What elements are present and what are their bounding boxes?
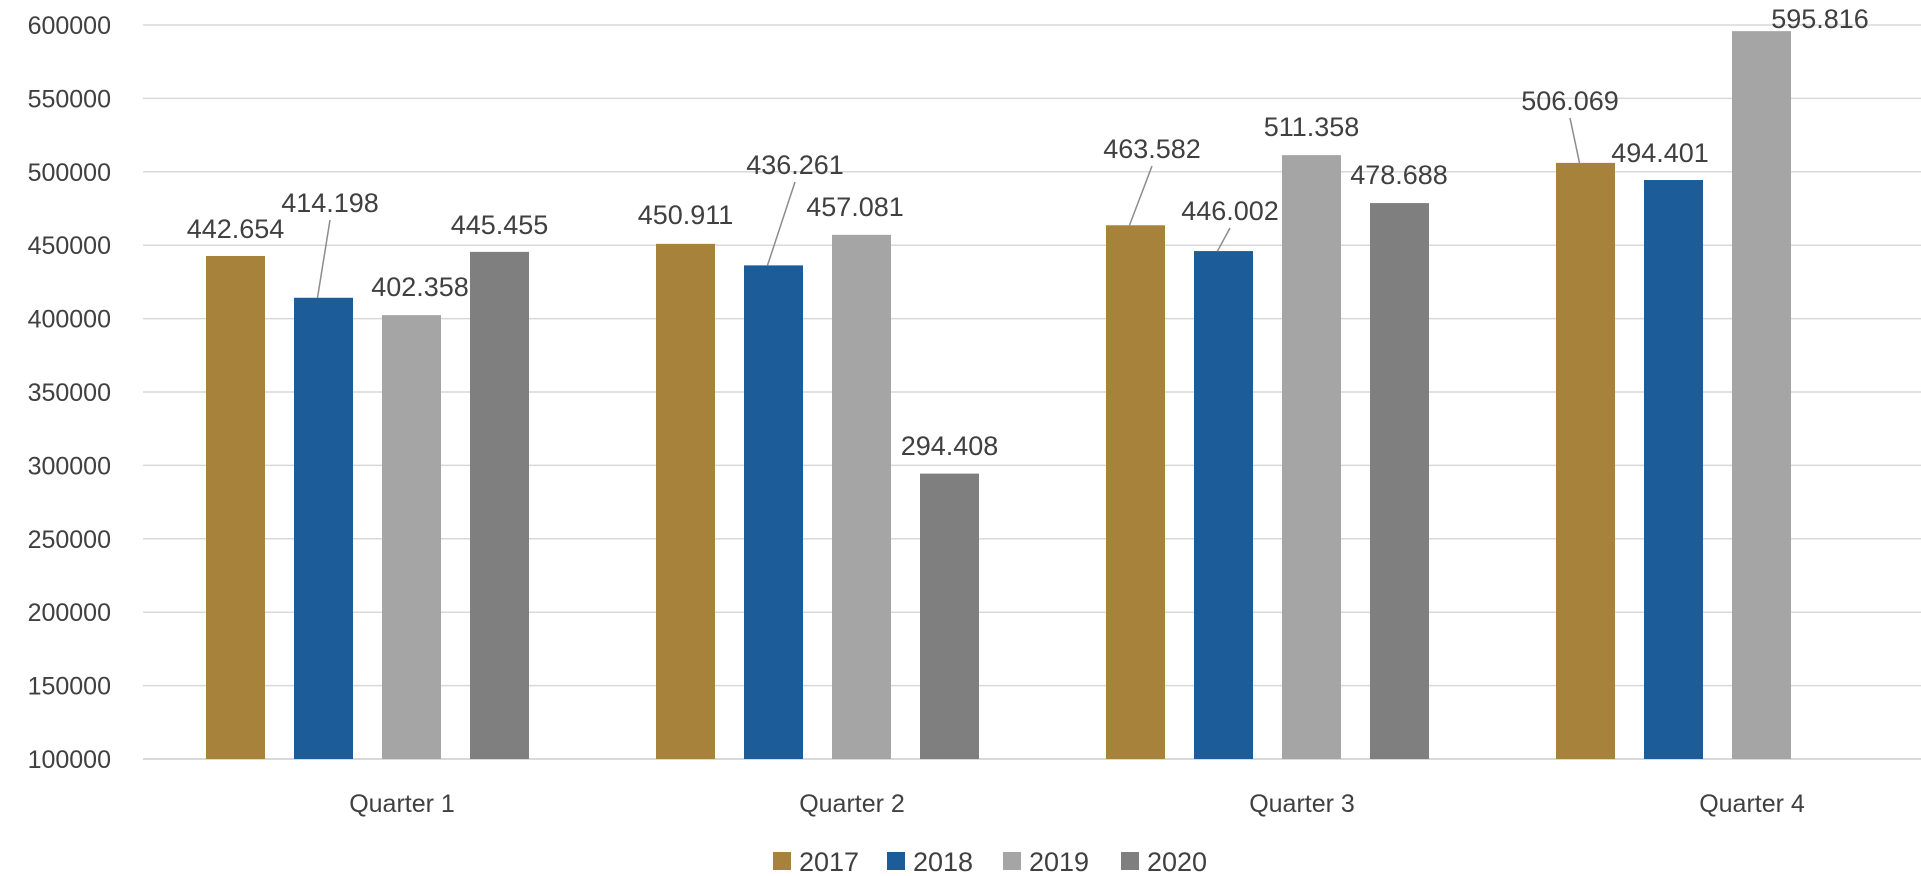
bar-2020-q1 — [470, 251, 529, 759]
legend-swatch-2017 — [773, 852, 791, 870]
bar-2017-q3 — [1106, 225, 1165, 760]
bar-2019-q3 — [1282, 155, 1341, 759]
data-label-2017-q4: 506.069 — [1521, 86, 1619, 116]
bar-2018-q2 — [744, 265, 803, 759]
category-label: Quarter 2 — [799, 790, 905, 818]
y-axis: 100000 150000 200000 250000 300000 350000 4000… — [28, 12, 111, 774]
bar-2017-q1 — [206, 255, 265, 759]
legend-swatch-2020 — [1121, 852, 1139, 870]
bar-2019-q2 — [832, 234, 891, 759]
category-label: Quarter 4 — [1699, 790, 1805, 818]
leader-line-2018-q1 — [316, 219, 331, 298]
data-label-2017-q2: 450.911 — [638, 200, 734, 230]
bar-2020-q3 — [1370, 203, 1429, 760]
legend-swatch-2019 — [1003, 852, 1021, 870]
data-label-2017-q3: 463.582 — [1103, 134, 1201, 164]
x-axis: Quarter 1 Quarter 2 Quarter 3 Quarter 4 — [349, 790, 1805, 818]
label-leader-lines — [316, 117, 1581, 298]
data-label-2019-q3: 511.358 — [1264, 112, 1360, 142]
y-tick-label: 200000 — [28, 599, 111, 627]
y-tick-label: 350000 — [28, 379, 111, 407]
bar-2017-q4 — [1556, 162, 1615, 760]
data-label-2020-q2: 294.408 — [901, 431, 999, 461]
data-label-2020-q3: 478.688 — [1350, 160, 1448, 190]
legend-label-2019: 2019 — [1029, 847, 1089, 876]
category-label: Quarter 1 — [349, 790, 455, 818]
legend-swatch-2018 — [887, 852, 905, 870]
leader-line-2018-q2 — [766, 181, 796, 266]
data-label-2018-q3: 446.002 — [1181, 196, 1279, 226]
data-label-2017-q1: 442.654 — [187, 214, 285, 244]
legend: 2017 2018 2019 2020 — [773, 847, 1207, 876]
legend-label-2020: 2020 — [1147, 847, 1207, 876]
legend-label-2017: 2017 — [799, 847, 859, 876]
legend-label-2018: 2018 — [913, 847, 973, 876]
y-tick-label: 500000 — [28, 159, 111, 187]
data-label-2019-q4: 595.816 — [1771, 4, 1869, 34]
data-label-2018-q4: 494.401 — [1611, 138, 1709, 168]
data-label-2018-q1: 414.198 — [281, 188, 379, 218]
data-label-2019-q2: 457.081 — [806, 192, 904, 222]
leader-line-2017-q4 — [1569, 117, 1581, 164]
category-label: Quarter 3 — [1249, 790, 1355, 818]
y-tick-label: 600000 — [28, 12, 111, 40]
bar-2018-q3 — [1194, 251, 1253, 759]
y-tick-label: 250000 — [28, 526, 111, 554]
y-tick-label: 400000 — [28, 306, 111, 334]
data-label-2019-q1: 402.358 — [371, 272, 469, 302]
y-tick-label: 100000 — [28, 746, 111, 774]
bar-2018-q1 — [294, 297, 353, 759]
data-label-2020-q1: 445.455 — [451, 210, 549, 240]
y-tick-label: 150000 — [28, 673, 111, 701]
bar-2017-q2 — [656, 243, 715, 759]
bar-2020-q2 — [920, 473, 979, 759]
bar-2018-q4 — [1644, 180, 1703, 759]
bar-2019-q4 — [1732, 31, 1791, 760]
y-tick-label: 450000 — [28, 232, 111, 260]
bars — [206, 31, 1791, 760]
y-tick-label: 300000 — [28, 452, 111, 480]
leader-line-2018-q3 — [1216, 227, 1231, 252]
leader-line-2017-q3 — [1128, 165, 1153, 226]
y-tick-label: 550000 — [28, 85, 111, 113]
bar-2019-q1 — [382, 315, 441, 759]
data-label-2018-q2: 436.261 — [746, 150, 844, 180]
